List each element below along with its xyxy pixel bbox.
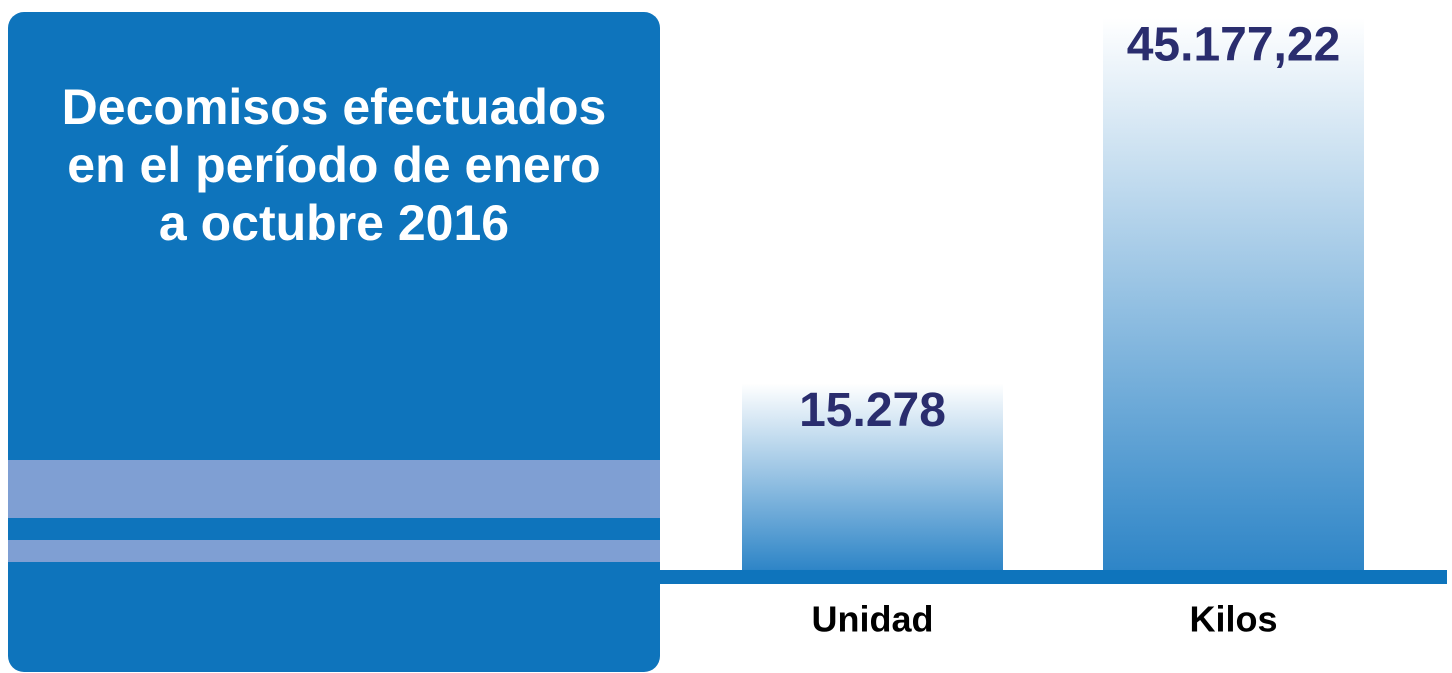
value-label: 15.278	[799, 384, 946, 437]
x-tick-label: Kilos	[1189, 599, 1277, 640]
value-label: 45.177,22	[1127, 19, 1341, 72]
bar	[742, 383, 1003, 570]
chart-title: Decomisos efectuados en el período de en…	[61, 79, 607, 251]
panel-stripe	[8, 540, 660, 562]
bar	[1103, 18, 1364, 570]
baseline	[660, 570, 1447, 584]
panel-stripe	[8, 460, 660, 518]
x-tick-label: Unidad	[812, 599, 934, 640]
